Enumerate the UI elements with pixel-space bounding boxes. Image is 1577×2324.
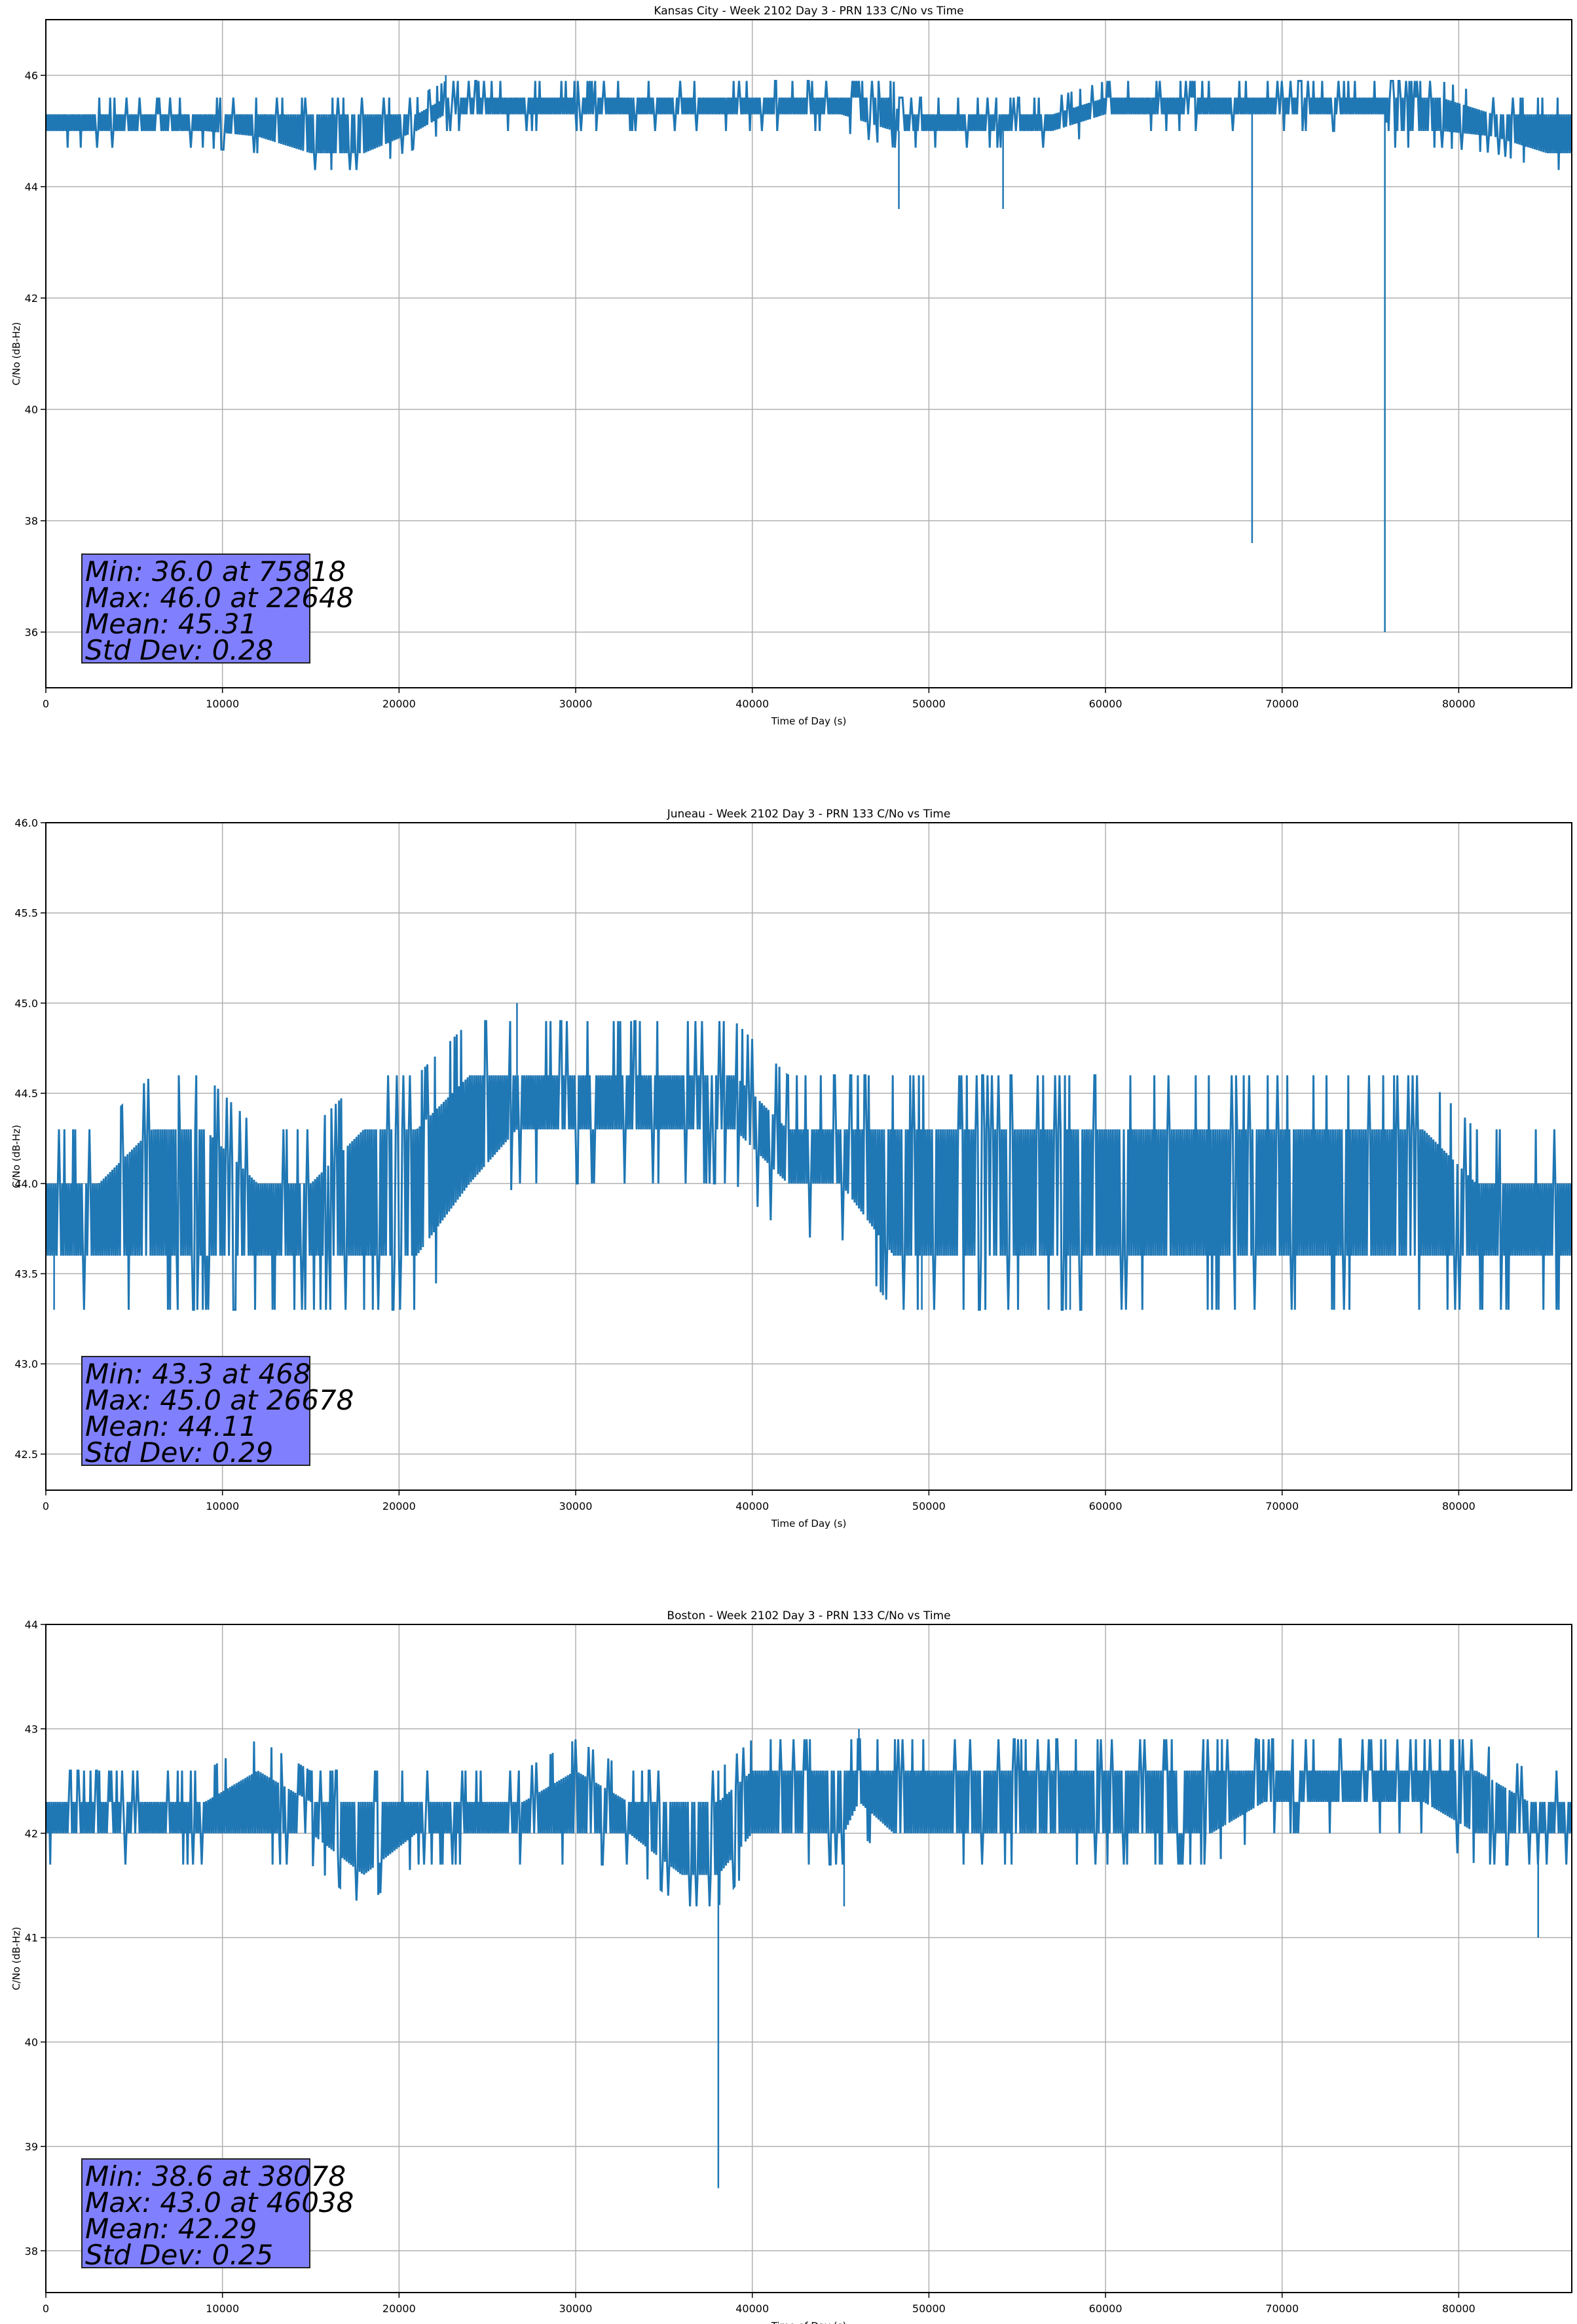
x-tick-label: 0 xyxy=(43,1500,49,1512)
x-tick-label: 40000 xyxy=(735,1500,769,1512)
x-tick-label: 0 xyxy=(43,698,49,710)
y-tick-label: 46 xyxy=(25,69,38,82)
stats-line: Max: 46.0 at 22648 xyxy=(85,582,354,614)
y-tick-label: 41 xyxy=(25,1932,38,1944)
x-tick-label: 40000 xyxy=(735,698,769,710)
stats-line: Min: 36.0 at 75818 xyxy=(85,555,346,588)
chart-panel-1: 0 10000 20000 30000 40000 50000 60000 70000 8000… xyxy=(10,808,1572,1529)
y-tick-label: 44 xyxy=(25,1619,38,1631)
x-tick-label: 30000 xyxy=(559,2302,593,2315)
stats-line: Std Dev: 0.25 xyxy=(85,2239,274,2271)
stats-box: Min: 43.3 at 468 Max: 45.0 at 26678 Mean: … xyxy=(81,1356,354,1469)
y-tick-label: 42 xyxy=(25,292,38,305)
x-tick-label: 70000 xyxy=(1265,2302,1299,2315)
y-axis-label: C/No (dB-Hz) xyxy=(10,1125,22,1188)
x-tick-label: 70000 xyxy=(1265,698,1299,710)
stats-line: Max: 43.0 at 46038 xyxy=(85,2186,354,2219)
y-tick-label: 39 xyxy=(25,2141,38,2153)
x-tick-label: 50000 xyxy=(912,1500,946,1512)
data-line xyxy=(46,1020,1572,1311)
y-tick-label: 44 xyxy=(25,181,38,193)
data-line xyxy=(46,1738,1572,1907)
data-line xyxy=(46,80,1572,170)
stats-line: Mean: 42.29 xyxy=(85,2213,257,2245)
y-tick-label: 36 xyxy=(25,626,38,639)
x-tick-label: 80000 xyxy=(1442,2302,1475,2315)
x-tick-label: 10000 xyxy=(206,2302,239,2315)
stats-line: Min: 43.3 at 468 xyxy=(85,1358,311,1390)
x-tick-label: 80000 xyxy=(1442,698,1475,710)
x-tick-label: 50000 xyxy=(912,698,946,710)
y-tick-label: 45.5 xyxy=(14,907,38,920)
x-tick-label: 50000 xyxy=(912,2302,946,2315)
x-tick-label: 10000 xyxy=(206,1500,239,1512)
y-axis-label: C/No (dB-Hz) xyxy=(10,1927,22,1991)
axes-frame xyxy=(45,19,1572,688)
stats-line: Std Dev: 0.29 xyxy=(85,1436,274,1469)
y-tick-label: 42.5 xyxy=(14,1448,38,1461)
x-axis-label: Time of Day (s) xyxy=(771,715,847,727)
y-tick-label: 42 xyxy=(25,1827,38,1840)
stats-line: Max: 45.0 at 26678 xyxy=(85,1384,354,1416)
stats-line: Mean: 44.11 xyxy=(85,1410,257,1442)
x-tick-label: 0 xyxy=(43,2302,49,2315)
axes-frame xyxy=(45,822,1572,1491)
chart-title: Boston - Week 2102 Day 3 - PRN 133 C/No … xyxy=(667,1609,950,1622)
axes-frame xyxy=(45,1624,1572,2293)
stats-box: Min: 36.0 at 75818 Max: 46.0 at 22648 Mean… xyxy=(81,553,354,666)
chart-panel-2: 0 10000 20000 30000 40000 50000 60000 70000 8000… xyxy=(10,1609,1572,2324)
y-tick-label: 44.5 xyxy=(14,1087,38,1100)
x-tick-label: 30000 xyxy=(559,698,593,710)
x-tick-label: 20000 xyxy=(382,698,416,710)
x-tick-label: 20000 xyxy=(382,1500,416,1512)
y-axis-label: C/No (dB-Hz) xyxy=(10,322,22,386)
chart-title: Juneau - Week 2102 Day 3 - PRN 133 C/No … xyxy=(667,808,951,821)
y-tick-label: 43.5 xyxy=(14,1268,38,1281)
x-tick-label: 60000 xyxy=(1089,1500,1122,1512)
x-tick-label: 20000 xyxy=(382,2302,416,2315)
y-tick-label: 38 xyxy=(25,515,38,527)
y-tick-label: 44.0 xyxy=(14,1178,38,1190)
x-tick-label: 10000 xyxy=(206,698,239,710)
y-tick-label: 43 xyxy=(25,1723,38,1735)
stats-box: Min: 38.6 at 38078 Max: 43.0 at 46038 Mean… xyxy=(81,2158,354,2271)
x-tick-label: 40000 xyxy=(735,2302,769,2315)
x-tick-label: 70000 xyxy=(1265,1500,1299,1512)
stats-line: Mean: 45.31 xyxy=(85,608,257,640)
x-axis-label: Time of Day (s) xyxy=(771,1518,847,1529)
y-tick-label: 38 xyxy=(25,2245,38,2257)
y-tick-label: 40 xyxy=(25,403,38,416)
x-axis-label: Time of Day (s) xyxy=(771,2320,847,2324)
stats-line: Std Dev: 0.28 xyxy=(85,634,274,666)
y-tick-label: 46.0 xyxy=(14,817,38,829)
x-tick-label: 60000 xyxy=(1089,698,1122,710)
y-tick-label: 43.0 xyxy=(14,1358,38,1370)
x-tick-label: 80000 xyxy=(1442,1500,1475,1512)
stats-line: Min: 38.6 at 38078 xyxy=(85,2160,346,2192)
x-tick-label: 30000 xyxy=(559,1500,593,1512)
chart-panel-0: 0 10000 20000 30000 40000 50000 60000 70000 8000… xyxy=(10,5,1572,727)
x-tick-label: 60000 xyxy=(1089,2302,1122,2315)
chart-title: Kansas City - Week 2102 Day 3 - PRN 133 … xyxy=(654,5,963,18)
y-tick-label: 40 xyxy=(25,2036,38,2049)
y-tick-label: 45.0 xyxy=(14,997,38,1009)
